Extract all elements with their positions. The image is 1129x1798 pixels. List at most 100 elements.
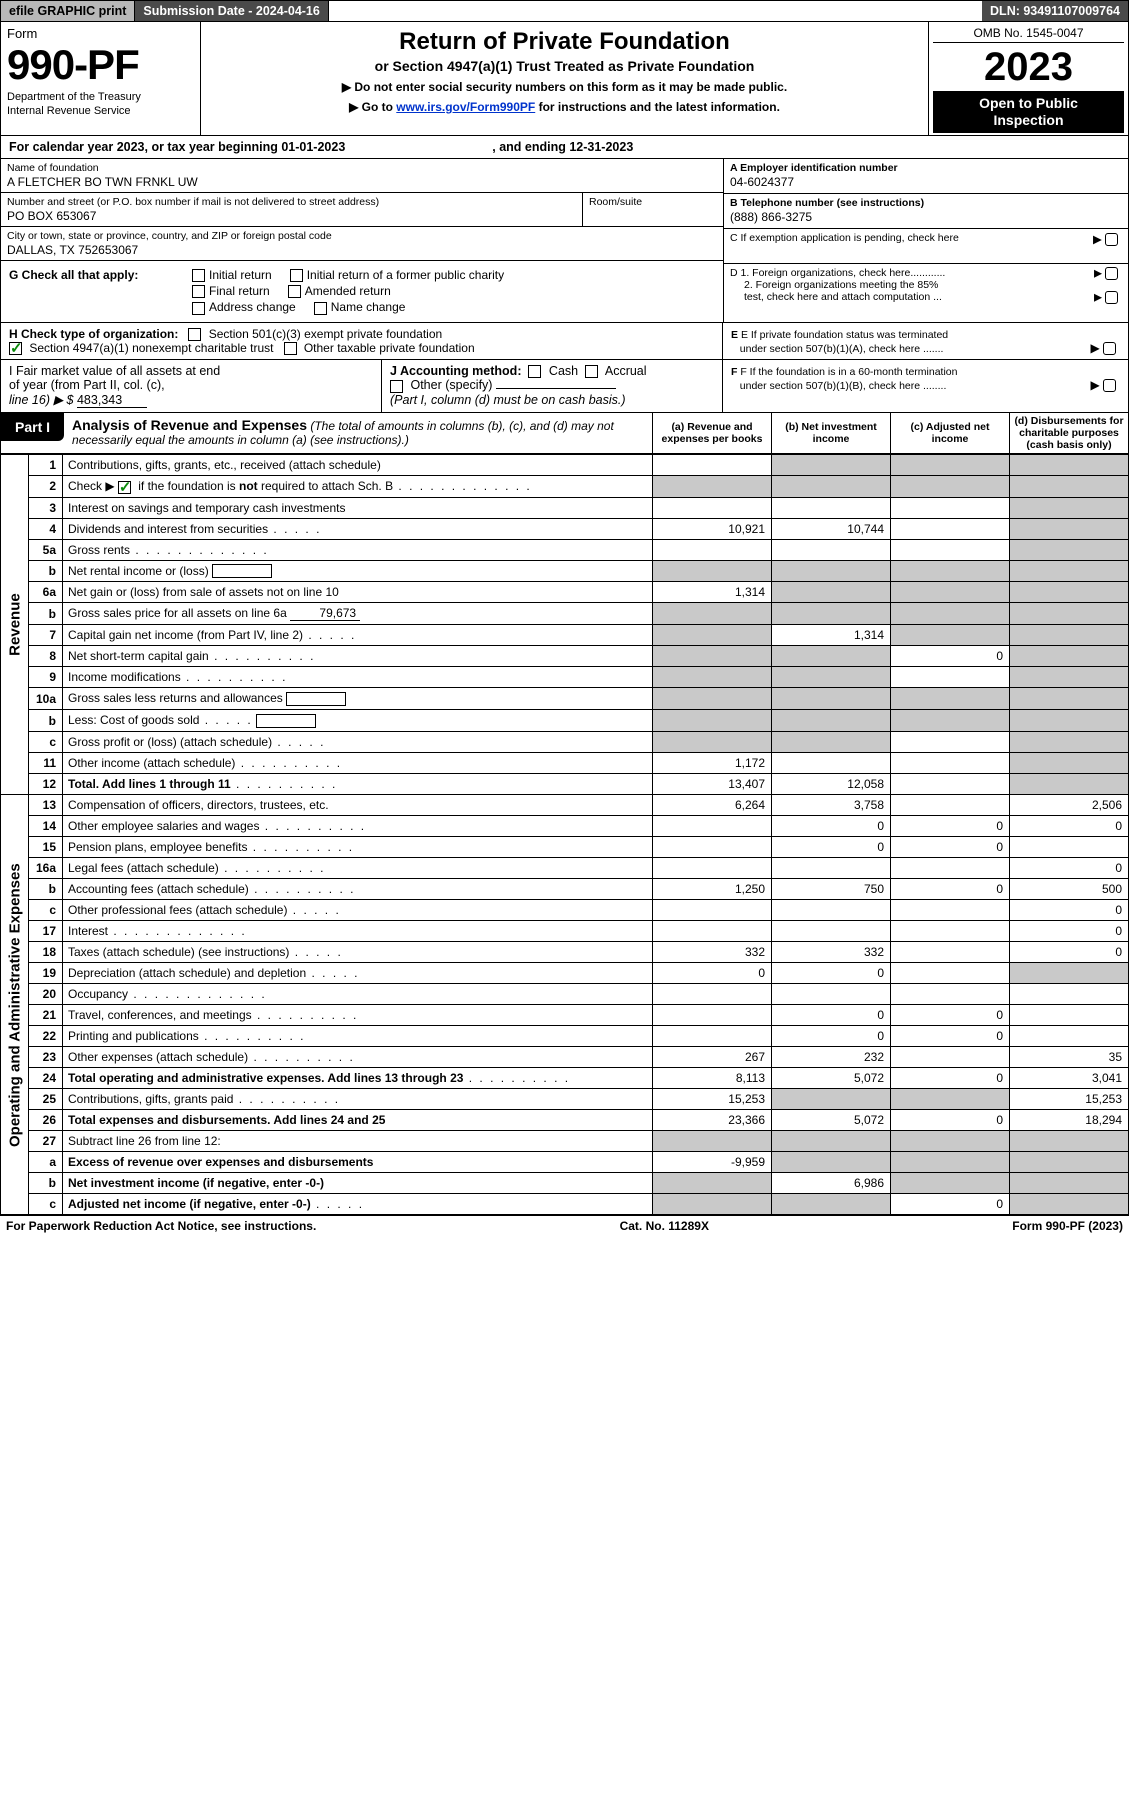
ij-section: I Fair market value of all assets at end… bbox=[1, 360, 722, 412]
table-row: 21Travel, conferences, and meetings00 bbox=[1, 1005, 1129, 1026]
revenue-side-label: Revenue bbox=[1, 455, 29, 795]
amount-cell: 6,986 bbox=[772, 1173, 891, 1194]
c-checkbox[interactable]: ▶ bbox=[1093, 232, 1122, 246]
col-b-txt: (b) Net investment income bbox=[776, 421, 886, 445]
schb-checkbox[interactable] bbox=[118, 481, 131, 494]
amount-cell: 0 bbox=[1010, 900, 1129, 921]
amount-cell bbox=[891, 942, 1010, 963]
amount-cell bbox=[891, 963, 1010, 984]
line-num: 25 bbox=[29, 1089, 63, 1110]
line-num: b bbox=[29, 710, 63, 732]
line-desc: Other expenses (attach schedule) bbox=[63, 1047, 653, 1068]
amount-cell: 0 bbox=[772, 1005, 891, 1026]
open-public-1: Open to Public bbox=[979, 95, 1078, 111]
address-cell: Number and street (or P.O. box number if… bbox=[1, 193, 583, 226]
ein-cell: A Employer identification number 04-6024… bbox=[724, 159, 1128, 194]
amount-cell bbox=[891, 921, 1010, 942]
amount-cell bbox=[891, 900, 1010, 921]
h-label: H Check type of organization: bbox=[9, 327, 178, 341]
cell-grey bbox=[653, 646, 772, 667]
amount-cell: 0 bbox=[891, 1068, 1010, 1089]
amount-cell bbox=[772, 900, 891, 921]
amount-cell: 0 bbox=[891, 1026, 1010, 1047]
amount-cell: 0 bbox=[1010, 942, 1129, 963]
line-desc: Other income (attach schedule) bbox=[63, 753, 653, 774]
h-4947[interactable]: Section 4947(a)(1) nonexempt charitable … bbox=[9, 341, 273, 355]
amount-cell bbox=[772, 539, 891, 560]
h-c3: Other taxable private foundation bbox=[304, 341, 475, 355]
open-public-2: Inspection bbox=[993, 112, 1063, 128]
table-row: 20Occupancy bbox=[1, 984, 1129, 1005]
inline-box bbox=[256, 714, 316, 728]
line-num: 9 bbox=[29, 667, 63, 688]
inline-amount: 79,673 bbox=[290, 606, 360, 621]
amount-cell: 0 bbox=[653, 963, 772, 984]
h-501c3[interactable]: Section 501(c)(3) exempt private foundat… bbox=[188, 327, 442, 341]
suite-cell: Room/suite bbox=[583, 193, 723, 226]
table-row: bLess: Cost of goods sold bbox=[1, 710, 1129, 732]
amount-cell: 750 bbox=[772, 879, 891, 900]
line-desc: Other professional fees (attach schedule… bbox=[63, 900, 653, 921]
cal-end: , and ending 12-31-2023 bbox=[492, 140, 633, 154]
cell-grey bbox=[653, 1194, 772, 1215]
d-cell: D 1. Foreign organizations, check here..… bbox=[724, 264, 1128, 306]
amount-cell bbox=[891, 774, 1010, 795]
i-t2: of year (from Part II, col. (c), bbox=[9, 378, 165, 392]
g-address-change[interactable]: Address change bbox=[192, 300, 296, 314]
line-desc: Net short-term capital gain bbox=[63, 646, 653, 667]
d1-checkbox[interactable]: ▶ bbox=[1094, 267, 1122, 280]
d2-checkbox[interactable]: ▶ bbox=[1094, 291, 1122, 304]
amount-cell: 13,407 bbox=[653, 774, 772, 795]
amount-cell bbox=[1010, 837, 1129, 858]
cell-grey bbox=[772, 476, 891, 497]
line-desc: Depreciation (attach schedule) and deple… bbox=[63, 963, 653, 984]
amount-cell: 0 bbox=[772, 963, 891, 984]
page-footer: For Paperwork Reduction Act Notice, see … bbox=[0, 1215, 1129, 1236]
c-cell: C If exemption application is pending, c… bbox=[724, 229, 1128, 264]
cell-grey bbox=[653, 710, 772, 732]
g-final[interactable]: Final return bbox=[192, 284, 270, 298]
line-desc: Taxes (attach schedule) (see instruction… bbox=[63, 942, 653, 963]
j-other[interactable]: Other (specify) bbox=[390, 378, 492, 392]
table-row: Revenue1Contributions, gifts, grants, et… bbox=[1, 455, 1129, 476]
table-row: 27Subtract line 26 from line 12: bbox=[1, 1131, 1129, 1152]
cell-grey bbox=[1010, 710, 1129, 732]
h-other[interactable]: Other taxable private foundation bbox=[284, 341, 475, 355]
amount-cell bbox=[772, 984, 891, 1005]
amount-cell bbox=[891, 1047, 1010, 1068]
line-num: 3 bbox=[29, 497, 63, 518]
g-initial[interactable]: Initial return bbox=[192, 268, 272, 282]
cell-grey bbox=[772, 732, 891, 753]
header-right: OMB No. 1545-0047 2023 Open to Public In… bbox=[928, 22, 1128, 135]
g-initial-former[interactable]: Initial return of a former public charit… bbox=[290, 268, 504, 282]
j-cash[interactable]: Cash bbox=[528, 364, 578, 378]
table-row: 16aLegal fees (attach schedule)0 bbox=[1, 858, 1129, 879]
line-desc: Gross profit or (loss) (attach schedule) bbox=[63, 732, 653, 753]
dept-treasury: Department of the Treasury bbox=[7, 91, 194, 103]
amount-cell: 0 bbox=[891, 1110, 1010, 1131]
g-name-change[interactable]: Name change bbox=[314, 300, 406, 314]
e-checkbox[interactable]: ▶ bbox=[1090, 341, 1120, 355]
table-row: 12Total. Add lines 1 through 1113,40712,… bbox=[1, 774, 1129, 795]
city-label: City or town, state or province, country… bbox=[7, 230, 717, 242]
omb-number: OMB No. 1545-0047 bbox=[933, 24, 1124, 43]
irs-link[interactable]: www.irs.gov/Form990PF bbox=[396, 100, 535, 114]
g-amended[interactable]: Amended return bbox=[288, 284, 391, 298]
line-num: 19 bbox=[29, 963, 63, 984]
line-desc: Net investment income (if negative, ente… bbox=[63, 1173, 653, 1194]
footer-left: For Paperwork Reduction Act Notice, see … bbox=[6, 1219, 316, 1233]
line-desc: Gross sales price for all assets on line… bbox=[63, 603, 653, 625]
amount-cell bbox=[1010, 984, 1129, 1005]
city-value: DALLAS, TX 752653067 bbox=[7, 243, 717, 257]
name-cell: Name of foundation A FLETCHER BO TWN FRN… bbox=[1, 159, 723, 193]
line-num: 10a bbox=[29, 688, 63, 710]
amount-cell: 0 bbox=[1010, 816, 1129, 837]
address-value: PO BOX 653067 bbox=[7, 209, 576, 223]
f-checkbox[interactable]: ▶ bbox=[1090, 378, 1120, 392]
line-num: 4 bbox=[29, 518, 63, 539]
j-label: J Accounting method: bbox=[390, 364, 521, 378]
j-accrual[interactable]: Accrual bbox=[585, 364, 646, 378]
j-c3: Other (specify) bbox=[410, 378, 492, 392]
cell-grey bbox=[891, 1173, 1010, 1194]
line-desc: Contributions, gifts, grants paid bbox=[63, 1089, 653, 1110]
